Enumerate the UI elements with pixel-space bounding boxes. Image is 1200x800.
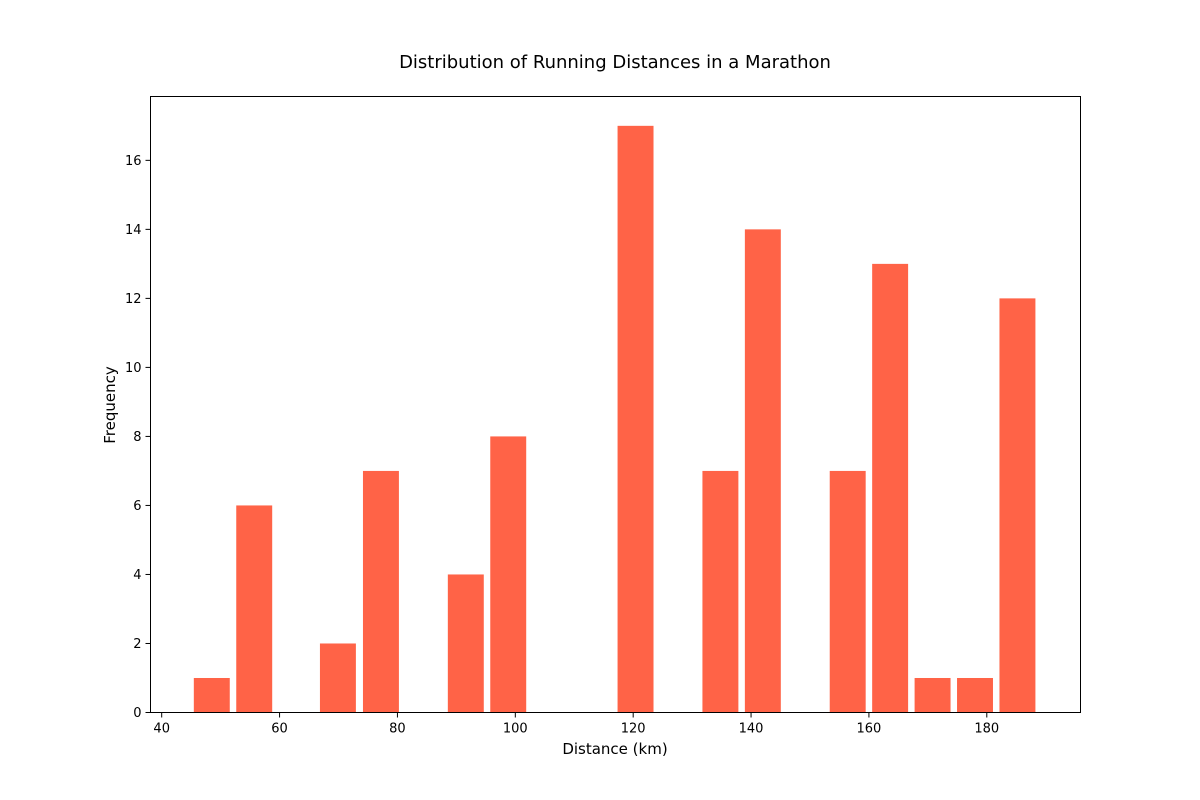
x-axis: 40 60 80 100 120 140 160 180 [153,712,999,737]
x-tick-label: 80 [389,722,406,737]
y-tick-label: 8 [133,430,141,445]
y-tick-label: 4 [133,568,141,583]
y-axis-label: Frequency [101,366,119,444]
bar-4 [447,574,484,713]
bar-6 [617,125,654,713]
x-axis-label: Distance (km) [562,740,667,758]
y-tick-label: 10 [125,361,142,376]
y-tick-label: 2 [133,637,141,652]
bars-group [193,125,1036,713]
bar-10 [872,263,909,713]
y-tick-label: 12 [125,292,142,307]
y-axis: 0 2 4 6 8 10 12 14 16 [125,154,151,721]
bar-13 [999,298,1036,713]
y-tick-label: 14 [125,223,142,238]
bar-8 [744,229,781,713]
bar-2 [319,643,356,713]
x-tick-label: 140 [739,722,764,737]
bar-11 [914,677,951,713]
x-tick-label: 100 [503,722,528,737]
bar-7 [702,470,739,713]
y-tick-label: 6 [133,499,141,514]
bar-0 [193,677,230,713]
plot-frame [150,96,1081,713]
y-tick-label: 0 [133,706,141,721]
x-tick-label: 60 [271,722,288,737]
x-tick-label: 40 [153,722,170,737]
chart-title: Distribution of Running Distances in a M… [399,52,831,73]
bar-3 [362,470,399,713]
bar-5 [490,436,527,713]
x-tick-label: 180 [974,722,999,737]
x-tick-label: 160 [857,722,882,737]
x-tick-label: 120 [621,722,646,737]
bar-12 [957,677,993,713]
bar-1 [236,505,273,713]
bar-9 [829,470,866,713]
y-tick-label: 16 [125,154,142,169]
